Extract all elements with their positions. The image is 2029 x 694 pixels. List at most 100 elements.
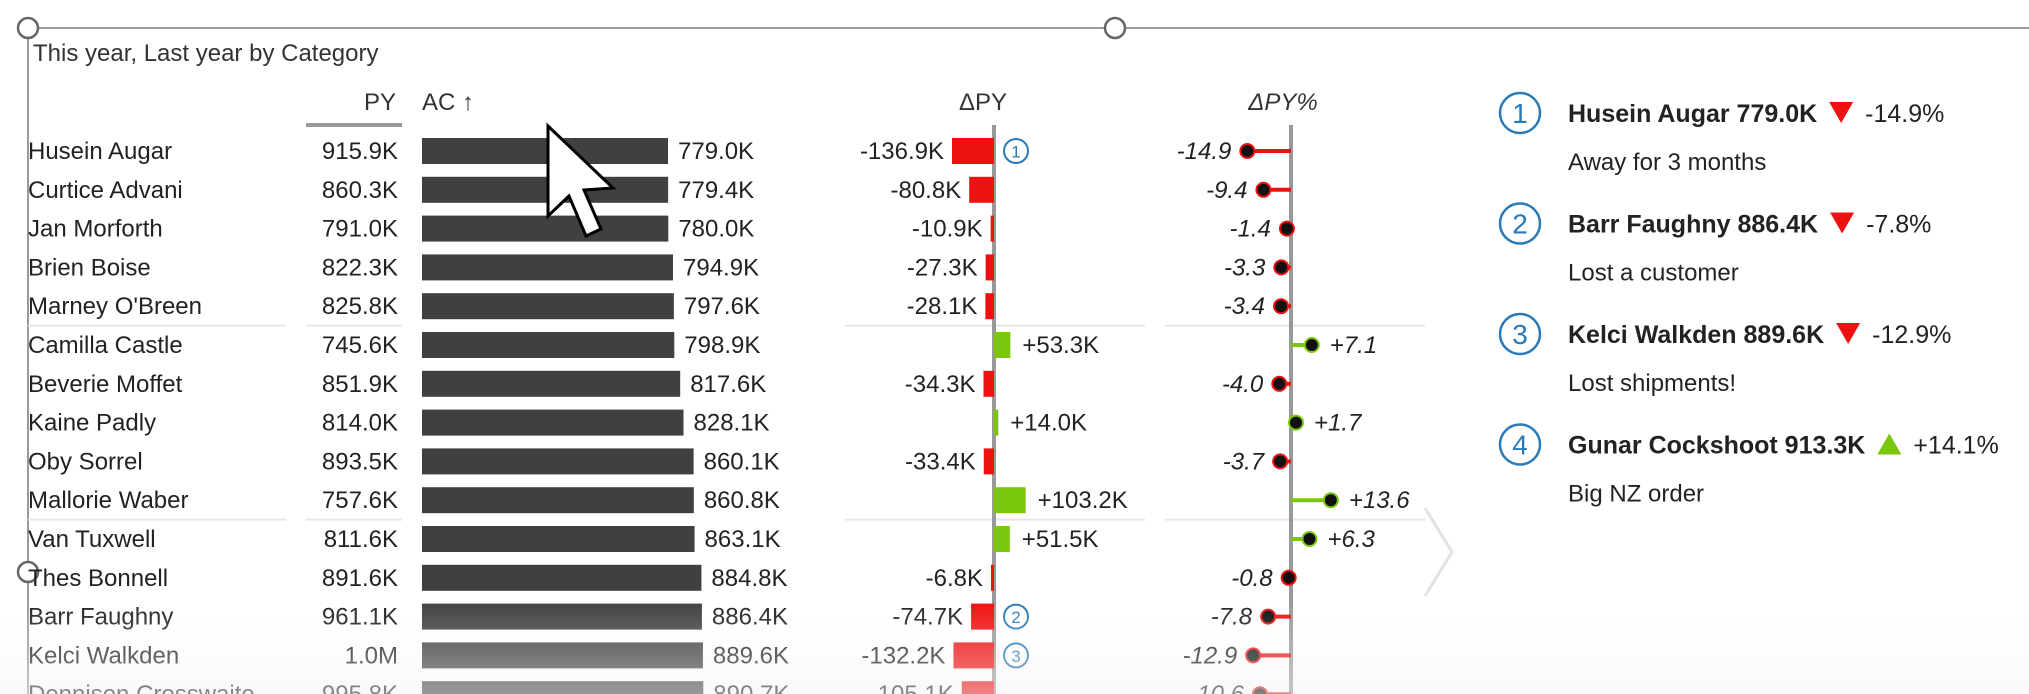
py-value-label: 757.6K [322, 487, 398, 514]
dpy-bar [985, 254, 994, 281]
ac-value-label: 779.0K [678, 138, 754, 165]
py-value-label: 851.9K [322, 371, 398, 398]
category-label: Husein Augar [28, 138, 172, 165]
note-comment: Lost shipments! [1568, 370, 1736, 397]
category-label: Marney O'Breen [28, 293, 202, 320]
dpy-value-label: -136.9K [860, 138, 944, 165]
ac-bar [422, 409, 684, 436]
dpy-pct-value-label: +1.7 [1314, 410, 1363, 437]
note-number: 3 [1512, 319, 1528, 350]
ac-bar [422, 564, 702, 591]
ac-value-label: 798.9K [684, 332, 760, 359]
dpy-bar [994, 526, 1010, 552]
dpy-bar [969, 176, 994, 203]
resize-handle-top[interactable] [1103, 16, 1127, 40]
dpy-value-label: -10.9K [912, 216, 983, 243]
ac-value-label: 794.9K [683, 254, 759, 281]
dpy-value-label: -28.1K [907, 293, 978, 320]
py-value-label: 891.6K [322, 565, 398, 592]
dpy-bar [983, 448, 994, 475]
note-comment: Big NZ order [1568, 481, 1704, 508]
py-value-label: 893.5K [322, 448, 398, 475]
ac-value-label: 797.6K [684, 293, 760, 320]
down-triangle-icon [1836, 323, 1861, 344]
dpy-pct-dot [1239, 143, 1256, 159]
ac-value-label: 863.1K [705, 526, 781, 553]
column-header-dpy: ΔPY [959, 89, 1007, 116]
dpy-bar [985, 293, 994, 320]
column-header-py: PY [364, 89, 396, 116]
dpy-pct-value-label: -3.7 [1223, 448, 1266, 475]
dpy-pct-value-label: -0.8 [1231, 565, 1273, 592]
category-label: Kaine Padly [28, 410, 156, 437]
dpy-pct-dot [1271, 375, 1288, 392]
note-delta: -14.9% [1865, 100, 1944, 128]
dpy-value-label: -6.8K [926, 565, 983, 592]
note-number: 4 [1512, 430, 1528, 461]
note-comment: Lost a customer [1568, 260, 1739, 287]
py-value-label: 915.9K [322, 138, 398, 165]
ac-value-label: 860.1K [704, 448, 780, 475]
comments-panel: 1 Husein Augar 779.0K -14.9% Away for 3 mon… [1498, 91, 1999, 508]
ac-value-label: 884.8K [711, 565, 787, 592]
note-title: Kelci Walkden 889.6K [1568, 321, 1824, 349]
note-number-badge [1498, 202, 1542, 245]
down-triangle-icon [1830, 212, 1855, 234]
note-number: 1 [1512, 98, 1528, 129]
note-delta: +14.1% [1913, 432, 1999, 460]
category-label: Mallorie Waber [28, 487, 189, 514]
note-title: Gunar Cockshoot 913.3K [1568, 432, 1865, 460]
dpy-pct-dot [1278, 220, 1295, 237]
visual-title: This year, Last year by Category [33, 40, 379, 67]
dpy-pct-value-label: -4.0 [1222, 371, 1264, 398]
dpy-bar [994, 332, 1011, 358]
resize-handle-left[interactable] [16, 560, 40, 584]
ac-bar [422, 254, 674, 281]
note-number-badge [1498, 91, 1542, 135]
py-value-label: 745.6K [322, 332, 398, 359]
dpy-pct-dot [1273, 298, 1290, 315]
resize-handle-top-left[interactable] [16, 16, 40, 40]
py-value-label: 814.0K [322, 410, 398, 437]
ac-bar [422, 487, 694, 514]
ac-value-label: 860.8K [704, 487, 780, 514]
dpy-pct-value-label: +13.6 [1349, 487, 1410, 514]
dpy-pct-dot [1272, 453, 1289, 470]
dpy-pct-value-label: -3.4 [1224, 293, 1265, 320]
category-label: Curtice Advani [28, 177, 183, 204]
dpy-bar [990, 215, 994, 242]
category-label: Oby Sorrel [28, 448, 143, 475]
dpy-pct-value-label: +7.1 [1330, 332, 1377, 359]
bottom-fade [0, 600, 2029, 694]
column-header-ac[interactable]: AC ↑ [422, 89, 474, 116]
ac-bar [422, 293, 674, 320]
dpy-value-label: +14.0K [1010, 410, 1087, 437]
dpy-pct-dot [1255, 181, 1272, 198]
ac-bar [422, 526, 695, 552]
dpy-pct-dot [1301, 531, 1318, 547]
up-triangle-icon [1877, 433, 1902, 455]
dpy-pct-dot [1273, 259, 1290, 276]
dpy-bar [991, 564, 994, 591]
dpy-bar [994, 409, 999, 436]
dpy-pct-dot [1322, 492, 1339, 509]
py-value-label: 860.3K [322, 177, 398, 204]
scroll-next-chevron[interactable] [1423, 507, 1454, 597]
dpy-bar [994, 487, 1026, 514]
ac-value-label: 779.4K [678, 177, 754, 204]
category-label: Jan Morforth [28, 216, 163, 243]
ac-bar [422, 332, 675, 358]
py-value-label: 811.6K [324, 526, 398, 553]
dpy-pct-dot [1287, 414, 1304, 431]
dpy-pct-dot [1303, 337, 1320, 353]
category-label: Camilla Castle [28, 332, 183, 359]
dpy-pct-value-label: -14.9 [1177, 138, 1232, 165]
dpy-value-label: -33.4K [905, 448, 976, 475]
down-triangle-icon [1829, 102, 1854, 123]
note-comment: Away for 3 months [1568, 149, 1766, 176]
dpy-pct-value-label: +6.3 [1327, 526, 1375, 553]
dpy-value-label: +53.3K [1022, 332, 1099, 359]
ac-value-label: 817.6K [690, 371, 766, 398]
ac-bar [422, 138, 668, 164]
